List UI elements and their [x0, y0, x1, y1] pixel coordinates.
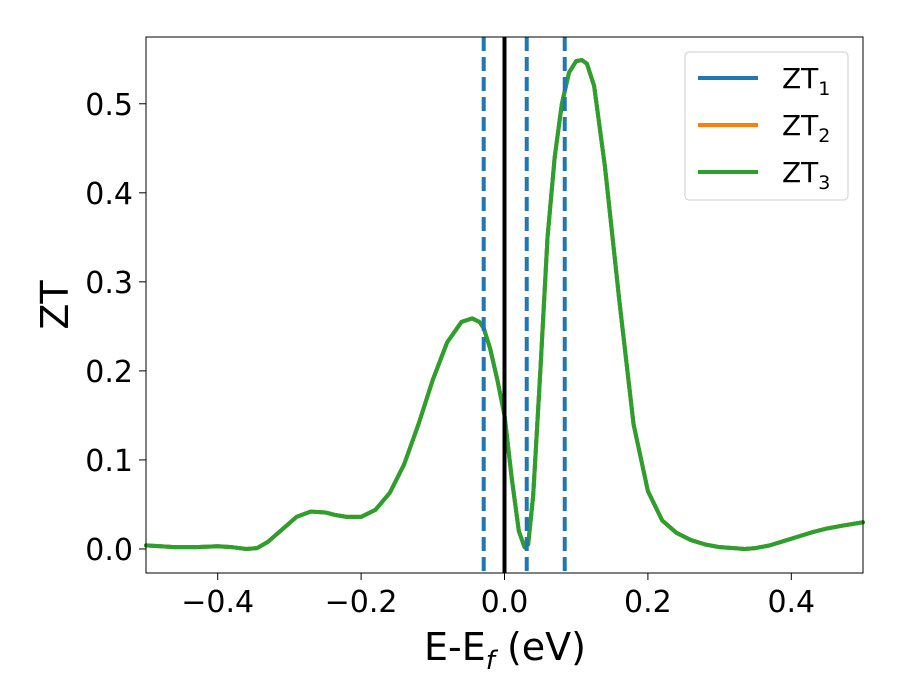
legend-box [684, 51, 849, 201]
legend-items: ZT1 ZT2 ZT3 [698, 62, 830, 194]
x-tick-label: 0.0 [481, 585, 529, 620]
x-axis: −0.4 −0.2 0.0 0.2 0.4 [181, 573, 815, 620]
x-axis-label-suffix: (eV) [495, 625, 586, 669]
y-tick-label: 0.5 [85, 88, 133, 123]
x-tick-label: 0.4 [767, 585, 815, 620]
legend-label-zt2: ZT2 [782, 109, 830, 147]
plot-area [144, 37, 865, 573]
x-tick-label: 0.2 [624, 585, 672, 620]
legend: ZT1 ZT2 ZT3 [684, 51, 849, 201]
x-tick-label: −0.4 [181, 585, 254, 620]
x-axis-label-main: E-E [424, 625, 486, 669]
y-tick-label: 0.2 [85, 355, 133, 390]
x-tick-label: −0.2 [325, 585, 398, 620]
x-axis-label: E-Ef (eV) [424, 625, 586, 676]
y-axis: 0.0 0.1 0.2 0.3 0.4 0.5 [85, 88, 146, 568]
y-tick-label: 0.4 [85, 177, 133, 212]
legend-label-zt3: ZT3 [782, 156, 830, 194]
series-line-zt3 [144, 58, 865, 551]
legend-label-zt1: ZT1 [782, 62, 830, 100]
y-axis-label: ZT [33, 280, 77, 330]
y-tick-label: 0.3 [85, 266, 133, 301]
y-tick-label: 0.1 [85, 444, 133, 479]
y-tick-label: 0.0 [85, 533, 133, 568]
